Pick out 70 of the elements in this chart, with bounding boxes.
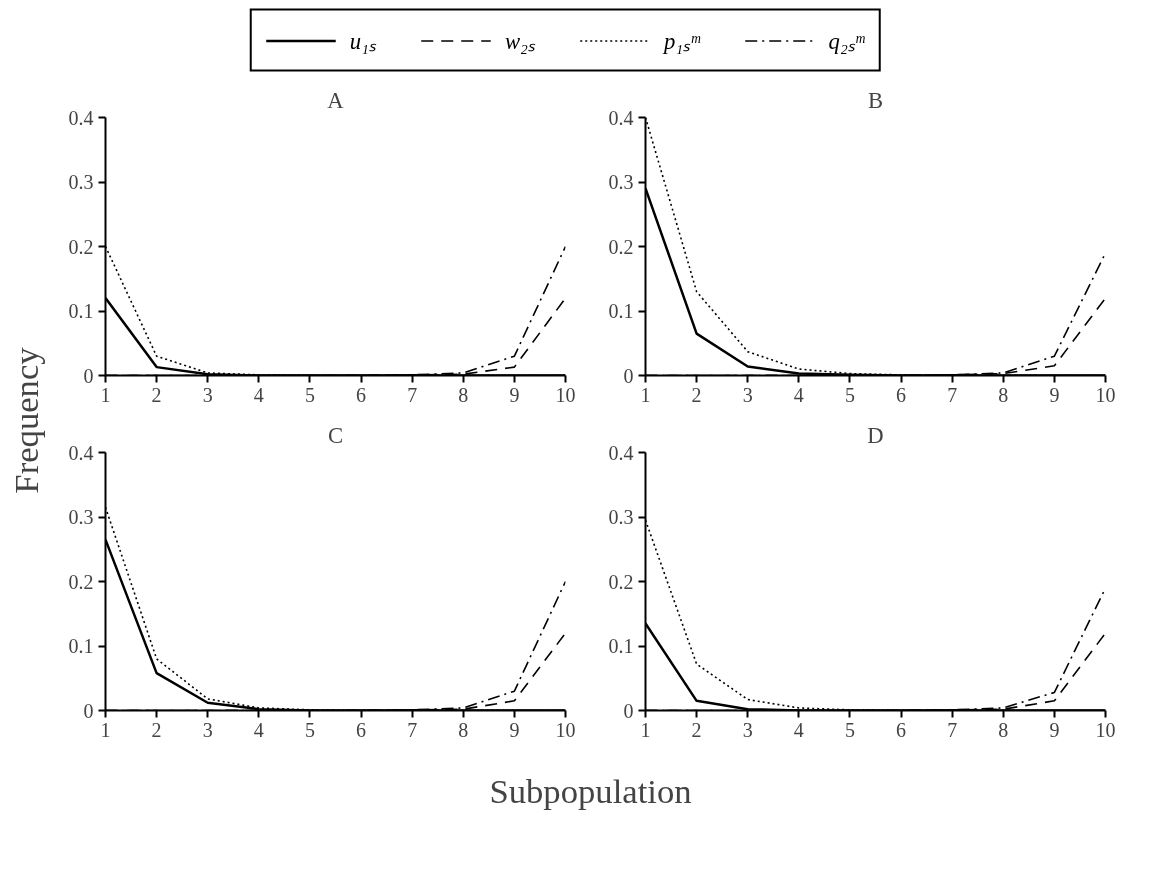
legend-label: w₂ₛ — [504, 27, 535, 56]
x-tick-label: 2 — [151, 718, 162, 741]
x-tick-label: 6 — [356, 718, 367, 741]
legend-label: q₂ₛᵐ — [828, 27, 865, 56]
x-tick-label: 4 — [253, 383, 264, 406]
x-tick-label: 8 — [998, 718, 1009, 741]
x-tick-label: 6 — [896, 718, 907, 741]
chart-title: B — [867, 87, 884, 113]
x-tick-label: 7 — [407, 383, 418, 406]
x-tick-label: 1 — [640, 383, 651, 406]
legend-label: p₁ₛᵐ — [663, 27, 700, 56]
y-tick-label: 0.4 — [608, 441, 634, 464]
x-tick-label: 2 — [151, 383, 162, 406]
x-tick-label: 5 — [304, 718, 315, 741]
x-tick-label: 1 — [100, 718, 111, 741]
y-tick-label: 0 — [623, 364, 634, 387]
x-tick-label: 7 — [407, 718, 418, 741]
y-tick-label: 0.1 — [608, 300, 634, 322]
x-tick-label: 6 — [356, 383, 367, 406]
y-tick-label: 0.1 — [608, 635, 634, 657]
x-tick-label: 8 — [998, 383, 1009, 406]
x-tick-label: 10 — [555, 718, 576, 741]
chart-title: A — [327, 87, 345, 113]
y-tick-label: 0.2 — [608, 570, 634, 593]
y-tick-label: 0.4 — [608, 106, 634, 129]
x-tick-label: 5 — [844, 718, 855, 741]
x-tick-label: 9 — [509, 718, 520, 741]
x-tick-label: 10 — [1095, 383, 1116, 406]
y-tick-label: 0.1 — [68, 300, 94, 322]
x-tick-label: 10 — [555, 383, 576, 406]
x-tick-label: 9 — [1049, 718, 1060, 741]
x-tick-label: 6 — [896, 383, 907, 406]
x-tick-label: 1 — [640, 718, 651, 741]
x-tick-label: 5 — [304, 383, 315, 406]
x-tick-label: 4 — [793, 718, 804, 741]
y-tick-label: 0.3 — [608, 171, 634, 193]
legend-label: u₁ₛ — [349, 27, 376, 56]
chart-title: D — [867, 422, 884, 448]
y-tick-label: 0.2 — [68, 235, 94, 258]
x-tick-label: 8 — [458, 383, 469, 406]
y-tick-label: 0.2 — [608, 235, 634, 258]
y-tick-label: 0 — [83, 364, 94, 387]
x-tick-label: 3 — [742, 718, 753, 741]
x-axis-title: Subpopulation — [489, 771, 692, 810]
y-tick-label: 0.3 — [68, 171, 94, 193]
y-tick-label: 0.1 — [68, 635, 94, 657]
y-tick-label: 0.3 — [68, 506, 94, 528]
chart-title: C — [327, 422, 344, 448]
x-tick-label: 10 — [1095, 718, 1116, 741]
x-tick-label: 4 — [793, 383, 804, 406]
y-tick-label: 0.2 — [68, 570, 94, 593]
x-tick-label: 2 — [691, 383, 702, 406]
y-axis-title: Frequency — [6, 346, 45, 494]
x-tick-label: 9 — [509, 383, 520, 406]
y-tick-label: 0 — [623, 699, 634, 722]
x-tick-label: 2 — [691, 718, 702, 741]
x-tick-label: 7 — [947, 383, 958, 406]
x-tick-label: 9 — [1049, 383, 1060, 406]
x-tick-label: 3 — [202, 383, 213, 406]
x-tick-label: 3 — [742, 383, 753, 406]
x-tick-label: 8 — [458, 718, 469, 741]
x-tick-label: 5 — [844, 383, 855, 406]
x-tick-label: 1 — [100, 383, 111, 406]
x-tick-label: 4 — [253, 718, 264, 741]
y-tick-label: 0.4 — [68, 441, 94, 464]
x-tick-label: 7 — [947, 718, 958, 741]
y-tick-label: 0.3 — [608, 506, 634, 528]
x-tick-label: 3 — [202, 718, 213, 741]
y-tick-label: 0 — [83, 699, 94, 722]
y-tick-label: 0.4 — [68, 106, 94, 129]
